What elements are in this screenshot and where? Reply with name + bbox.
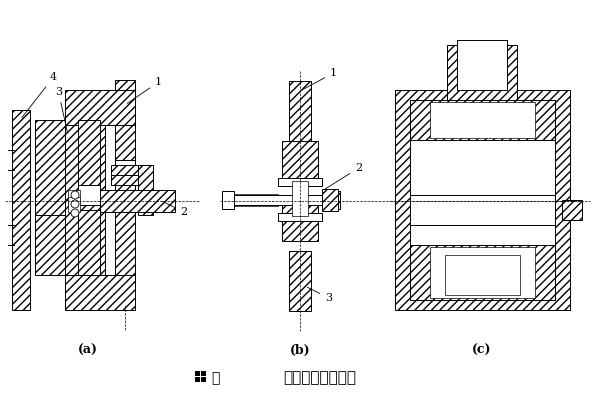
Bar bbox=[282, 141, 318, 181]
Bar bbox=[201, 371, 206, 376]
Bar bbox=[78, 185, 100, 205]
Bar bbox=[322, 189, 338, 211]
Bar bbox=[12, 110, 30, 310]
Bar bbox=[78, 210, 100, 275]
Bar bbox=[35, 120, 65, 215]
Bar bbox=[111, 165, 139, 175]
Text: 圖: 圖 bbox=[211, 371, 219, 385]
Bar bbox=[65, 90, 135, 125]
Bar bbox=[395, 90, 570, 310]
Bar bbox=[12, 110, 30, 310]
Bar bbox=[445, 255, 520, 295]
Text: 2: 2 bbox=[324, 163, 362, 190]
Text: 2: 2 bbox=[163, 201, 187, 217]
Bar bbox=[115, 80, 135, 165]
Bar bbox=[410, 100, 555, 140]
Bar bbox=[100, 190, 175, 212]
Bar bbox=[447, 45, 517, 100]
Bar bbox=[447, 45, 517, 100]
Text: (b): (b) bbox=[290, 344, 310, 356]
Bar bbox=[100, 190, 175, 212]
Bar bbox=[115, 180, 135, 285]
Bar bbox=[222, 191, 234, 209]
Bar bbox=[65, 200, 105, 275]
Bar bbox=[195, 371, 200, 376]
Text: 1: 1 bbox=[302, 68, 337, 90]
Bar bbox=[115, 180, 135, 285]
Bar bbox=[65, 275, 135, 310]
Bar bbox=[138, 165, 153, 190]
Bar bbox=[65, 120, 105, 200]
Bar bbox=[289, 251, 311, 311]
Text: (a): (a) bbox=[78, 344, 98, 356]
Bar bbox=[410, 100, 555, 300]
Bar bbox=[322, 189, 338, 211]
Bar bbox=[68, 190, 80, 205]
Bar bbox=[562, 200, 582, 220]
Bar bbox=[195, 377, 200, 382]
Circle shape bbox=[71, 191, 79, 199]
Text: 4: 4 bbox=[22, 72, 57, 118]
Text: 3: 3 bbox=[308, 287, 332, 303]
Bar bbox=[223, 194, 278, 206]
Bar bbox=[322, 191, 340, 209]
Bar bbox=[65, 90, 135, 125]
Bar bbox=[78, 210, 100, 275]
Bar bbox=[282, 141, 318, 181]
Bar bbox=[278, 213, 322, 221]
Bar bbox=[68, 197, 80, 212]
Bar bbox=[78, 120, 100, 185]
Bar bbox=[138, 165, 153, 190]
Bar bbox=[410, 245, 555, 300]
Bar bbox=[78, 120, 100, 185]
Bar bbox=[35, 120, 65, 215]
Circle shape bbox=[71, 209, 79, 217]
Text: 滾動軸承式轉動副: 滾動軸承式轉動副 bbox=[283, 371, 356, 385]
Bar bbox=[289, 81, 311, 161]
Circle shape bbox=[71, 200, 79, 208]
Text: 1: 1 bbox=[127, 77, 162, 104]
Bar bbox=[395, 90, 570, 310]
Bar bbox=[65, 120, 105, 200]
Bar bbox=[138, 190, 153, 215]
Bar bbox=[292, 181, 308, 216]
Bar bbox=[65, 200, 105, 275]
Bar bbox=[115, 80, 135, 165]
Bar bbox=[138, 190, 153, 215]
Bar bbox=[65, 275, 135, 310]
Bar bbox=[322, 191, 340, 209]
Text: (c): (c) bbox=[472, 344, 492, 356]
Bar bbox=[457, 40, 507, 90]
Text: 3: 3 bbox=[55, 87, 67, 132]
Bar bbox=[282, 201, 318, 241]
Bar bbox=[35, 215, 65, 275]
Bar bbox=[410, 245, 555, 300]
Bar bbox=[410, 100, 555, 140]
Bar bbox=[35, 215, 65, 275]
Bar bbox=[562, 200, 582, 220]
Bar bbox=[234, 195, 322, 205]
Bar bbox=[111, 165, 139, 175]
Bar bbox=[430, 247, 535, 298]
Bar bbox=[289, 251, 311, 311]
Bar bbox=[115, 160, 135, 180]
Bar bbox=[111, 175, 139, 185]
Bar bbox=[430, 102, 535, 138]
Bar bbox=[201, 377, 206, 382]
Bar bbox=[282, 201, 318, 241]
Bar bbox=[111, 175, 139, 185]
Bar bbox=[410, 195, 555, 225]
Bar bbox=[289, 81, 311, 161]
Bar bbox=[278, 178, 322, 186]
